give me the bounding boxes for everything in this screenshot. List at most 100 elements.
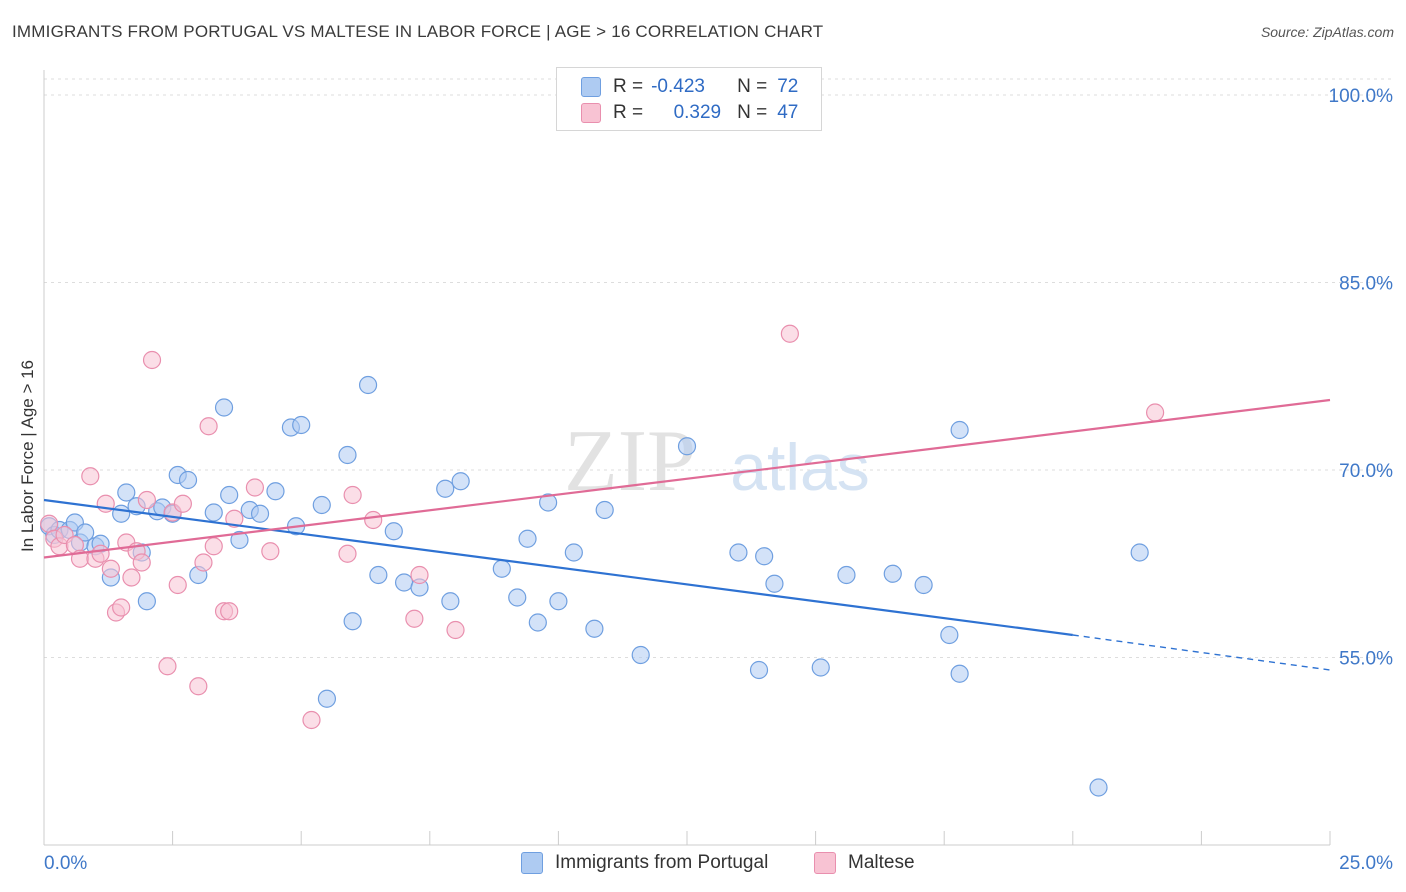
legend-row-portugal: R = -0.423 N = 72 xyxy=(581,75,798,99)
point-portugal xyxy=(230,530,249,550)
point-portugal xyxy=(384,522,403,541)
point-maltese xyxy=(364,510,383,530)
y-tick-label: 85.0% xyxy=(1339,274,1393,295)
point-portugal xyxy=(1089,778,1108,797)
point-portugal xyxy=(950,420,969,440)
legend-n-value: 72 xyxy=(777,76,799,97)
point-maltese xyxy=(338,544,357,563)
point-portugal xyxy=(1130,543,1149,562)
point-maltese xyxy=(199,417,218,436)
point-maltese xyxy=(132,553,151,572)
point-maltese xyxy=(261,542,280,561)
watermark: ZIP atlas xyxy=(564,413,870,510)
point-portugal xyxy=(883,564,902,583)
point-maltese xyxy=(343,485,362,505)
point-portugal xyxy=(220,485,239,505)
point-maltese xyxy=(446,620,465,640)
point-maltese xyxy=(81,467,100,486)
legend-r-value: 0.329 xyxy=(673,102,722,123)
point-maltese xyxy=(410,565,429,585)
point-portugal xyxy=(585,619,604,638)
point-maltese xyxy=(122,568,141,587)
point-portugal xyxy=(508,588,527,607)
point-maltese xyxy=(405,609,424,628)
point-portugal xyxy=(112,504,131,523)
point-maltese xyxy=(158,657,177,676)
point-portugal xyxy=(369,565,388,585)
legend-swatch-blue xyxy=(581,77,601,97)
source-label: Source: ZipAtlas.com xyxy=(1260,24,1394,40)
point-maltese xyxy=(173,494,192,513)
trendline-portugal-extension xyxy=(1072,634,1331,671)
legend-n-label: N = xyxy=(737,76,768,97)
series-swatch-pink xyxy=(814,852,836,874)
point-portugal xyxy=(940,625,959,645)
tick-label-layer: 55.0% 70.0% 85.0% 100.0% 0.0% 25.0% xyxy=(44,86,1393,874)
point-portugal xyxy=(631,645,650,665)
legend-r-label: R = xyxy=(613,76,644,97)
point-portugal xyxy=(137,592,156,611)
point-portugal xyxy=(749,660,769,680)
legend-r-label: R = xyxy=(613,102,644,123)
axis-layer xyxy=(43,70,1331,846)
point-portugal xyxy=(441,592,460,611)
point-portugal xyxy=(266,482,285,501)
point-maltese xyxy=(168,575,187,595)
point-portugal xyxy=(564,543,583,562)
series-legend: Immigrants from Portugal Maltese xyxy=(0,852,1406,878)
point-portugal xyxy=(317,689,337,708)
series-name-maltese: Maltese xyxy=(848,852,915,873)
correlation-legend: R = -0.423 N = 72 R = 0.329 N = 47 xyxy=(556,67,822,131)
point-portugal xyxy=(394,573,414,592)
trendline-portugal xyxy=(43,498,1073,637)
y-tick-label: 100.0% xyxy=(1329,86,1394,107)
legend-n-label: N = xyxy=(737,102,768,123)
point-portugal xyxy=(549,592,568,611)
legend-swatch-pink xyxy=(581,103,601,123)
point-portugal xyxy=(837,565,856,585)
point-maltese xyxy=(1146,403,1165,422)
point-portugal xyxy=(539,493,558,512)
point-maltese xyxy=(101,559,120,578)
point-portugal xyxy=(178,470,198,490)
point-portugal xyxy=(117,483,136,502)
chart-title: IMMIGRANTS FROM PORTUGAL VS MALTESE IN L… xyxy=(12,22,824,41)
series-name-portugal: Immigrants from Portugal xyxy=(555,852,769,873)
point-portugal xyxy=(765,574,784,593)
grid-layer xyxy=(44,78,1392,658)
point-maltese xyxy=(112,598,131,617)
point-maltese xyxy=(137,490,156,510)
point-maltese xyxy=(220,602,239,621)
point-portugal xyxy=(451,472,470,491)
trendline-maltese xyxy=(43,398,1331,559)
point-portugal xyxy=(292,415,311,435)
legend-row-maltese: R = 0.329 N = 47 xyxy=(581,101,798,125)
y-axis-label: In Labor Force | Age > 16 xyxy=(18,359,37,553)
point-maltese xyxy=(302,710,321,730)
point-portugal xyxy=(811,658,830,677)
point-portugal xyxy=(492,559,511,578)
y-tick-label: 70.0% xyxy=(1339,461,1393,482)
trend-layer xyxy=(43,398,1331,671)
series-legend-portugal: Immigrants from Portugal xyxy=(521,852,768,874)
watermark-zip: ZIP xyxy=(564,413,696,510)
points-layer xyxy=(40,324,1165,797)
point-maltese xyxy=(194,553,213,572)
point-portugal xyxy=(729,543,748,562)
x-tick-label: 0.0% xyxy=(44,853,87,874)
point-portugal xyxy=(343,612,362,631)
point-portugal xyxy=(312,495,331,515)
point-portugal xyxy=(250,504,270,523)
point-portugal xyxy=(595,500,614,520)
x-tick-label: 25.0% xyxy=(1339,853,1393,874)
point-portugal xyxy=(677,437,697,456)
y-tick-label: 55.0% xyxy=(1339,649,1393,670)
point-maltese xyxy=(91,544,110,563)
legend-r-value: -0.423 xyxy=(651,76,705,97)
point-maltese xyxy=(204,537,223,556)
point-portugal xyxy=(518,529,537,548)
point-maltese xyxy=(142,350,162,370)
legend-n-value: 47 xyxy=(777,102,799,123)
point-portugal xyxy=(914,575,933,595)
